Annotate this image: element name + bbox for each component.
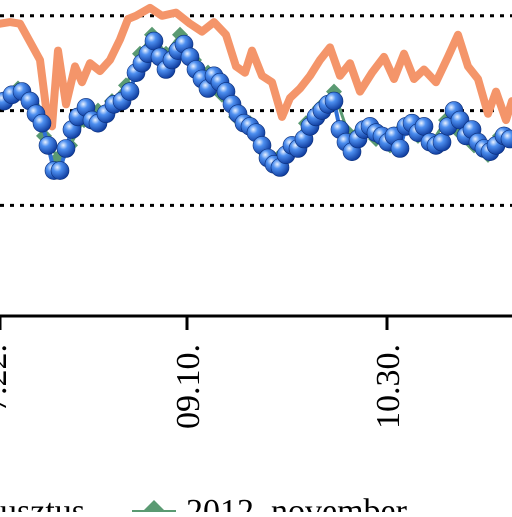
series-orange-line xyxy=(0,3,512,131)
x-tick-label-partial: 7.22. xyxy=(0,344,14,412)
blue-sphere-point-22 xyxy=(144,31,164,51)
x-axis xyxy=(0,314,512,330)
blue-sphere-point-8 xyxy=(50,161,70,180)
legend-label-0: usztus xyxy=(0,493,85,512)
blue-sphere-point-67 xyxy=(414,117,434,136)
blue-sphere-point-5 xyxy=(32,113,52,133)
blue-sphere-point-9 xyxy=(56,139,76,158)
x-tick-label-1: 10.30. xyxy=(370,344,407,429)
blue-sphere-point-6 xyxy=(38,136,58,155)
blue-sphere-point-63 xyxy=(390,139,410,158)
blue-sphere-point-18 xyxy=(120,82,140,101)
blue-sphere-point-52 xyxy=(324,91,344,111)
legend: usztus 2012. november xyxy=(0,493,408,517)
legend-label-1: 2012. november xyxy=(186,493,408,512)
legend-diamond-icon xyxy=(142,500,166,517)
x-tick-labels: 7.22. 09.10. 10.30. xyxy=(0,344,407,429)
x-tick-label-0: 09.10. xyxy=(170,344,207,429)
blue-sphere-point-70 xyxy=(432,132,452,152)
blue-sphere-point-81 xyxy=(500,129,512,149)
series-layer xyxy=(0,3,512,180)
